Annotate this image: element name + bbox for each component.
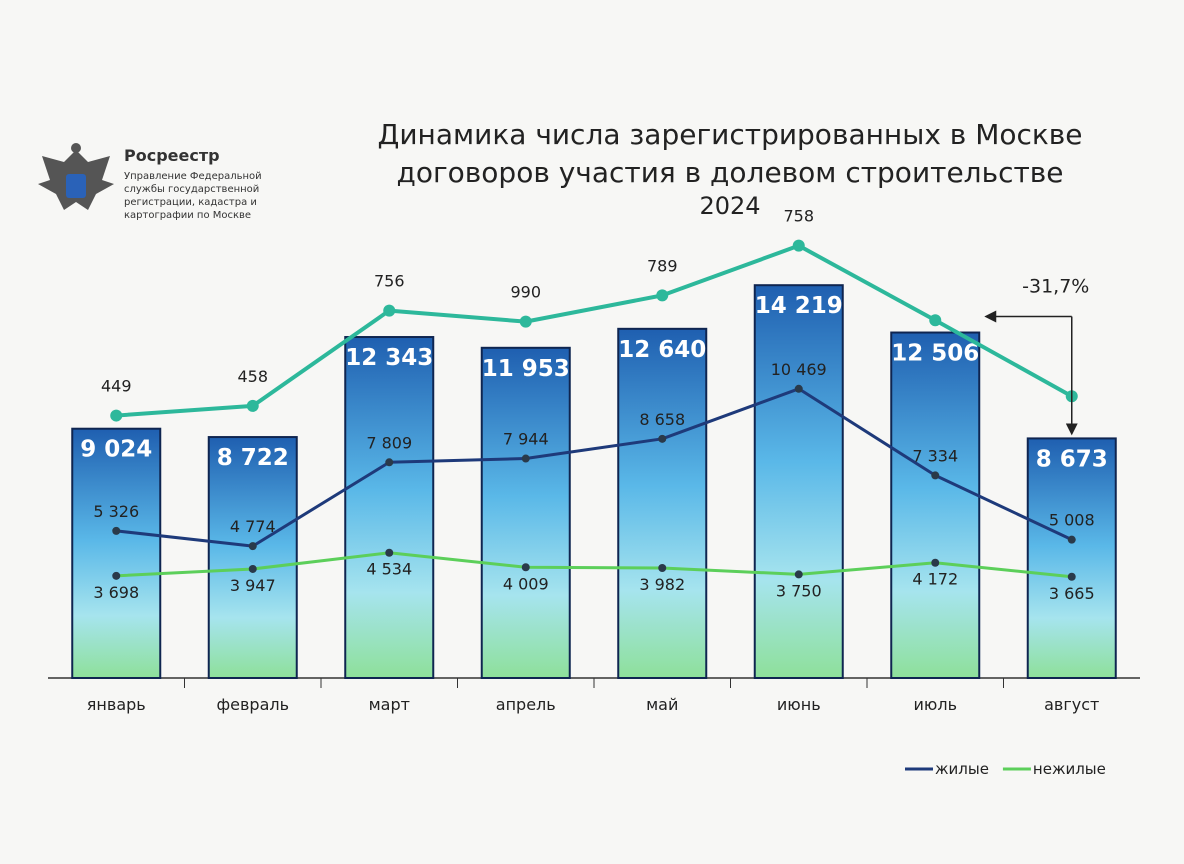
x-tick-label: июль [913,695,957,714]
bar [207,436,298,679]
series-point [794,570,803,579]
series-point [248,564,257,573]
series-line [116,551,1072,579]
trend-point [792,239,805,252]
trend-point [929,314,942,327]
series-point [931,471,940,480]
trend-point [519,315,532,328]
trend-line [116,243,1073,418]
trend-label: 758 [783,207,814,226]
bar-label: 12 506 [891,341,979,367]
logo-emblem [38,143,114,210]
bar [617,327,708,679]
chart-subtitle: 2024 [699,192,761,220]
series-label: 3 982 [639,575,685,594]
legend-label: нежилые [1033,760,1106,778]
series-label: 4 774 [230,517,276,536]
series-line [116,387,1073,548]
series-label: 10 469 [771,360,827,379]
x-tick-label: март [369,695,410,714]
logo-name: Росреестр [124,146,220,165]
bar [344,336,435,679]
bar-label: 9 024 [80,437,152,463]
series-label: 3 665 [1049,584,1095,603]
bar-label: 12 343 [345,345,433,371]
trend-label: 756 [374,272,405,291]
change-label: -31,7% [1022,276,1089,298]
series-point [521,454,530,463]
series-point [658,434,667,443]
trend-label: 990 [510,283,541,302]
bar-label: 11 953 [482,356,570,382]
bar [71,427,162,679]
x-tick-label: июнь [777,695,821,714]
bar-label: 8 673 [1036,446,1108,472]
series-point [385,548,394,557]
bar [890,331,981,679]
series-label: 3 750 [776,581,822,600]
x-tick-label: апрель [496,695,556,714]
series-point [112,571,121,580]
series-label: 4 172 [912,570,958,589]
trend-label: 789 [647,256,678,275]
series-label: 7 809 [366,433,412,452]
trend-label: 449 [101,377,132,396]
crown [71,143,81,153]
series-point [248,542,257,551]
x-tick-label: январь [87,695,146,714]
bar [480,346,571,679]
legend-label: жилые [935,760,989,778]
x-tick-label: август [1044,695,1099,714]
bar-label: 8 722 [217,445,289,471]
bar-label: 14 219 [755,293,843,319]
series-point [1067,572,1076,581]
series-label: 7 334 [912,446,958,465]
logo-subtitle: Управление Федеральной службы государств… [124,171,262,221]
series-point [112,526,121,535]
chart-title: Динамика числа зарегистрированных в Моск… [377,118,1083,189]
bar-label: 12 640 [618,337,706,363]
bar [1026,437,1117,680]
bar [753,284,844,679]
series-point [385,458,394,467]
series-label: 5 326 [93,502,139,521]
series-label: 3 947 [230,576,276,595]
series-point [1067,535,1076,544]
trend-point [110,409,123,422]
trend-point [656,289,669,302]
shield [66,174,86,198]
x-tick-label: май [646,695,678,714]
series-label: 7 944 [503,430,549,449]
trend-point [383,304,396,317]
series-label: 4 534 [366,560,412,579]
series-point [794,384,803,393]
series-label: 8 658 [639,410,685,429]
series-label: 3 698 [93,583,139,602]
series-label: 5 008 [1049,511,1095,530]
x-tick-label: февраль [216,695,289,714]
trend-label: 458 [237,367,268,386]
series-point [931,558,940,567]
series-point [521,563,530,572]
series-label: 4 009 [503,574,549,593]
trend-point [246,399,259,412]
series-point [658,563,667,572]
